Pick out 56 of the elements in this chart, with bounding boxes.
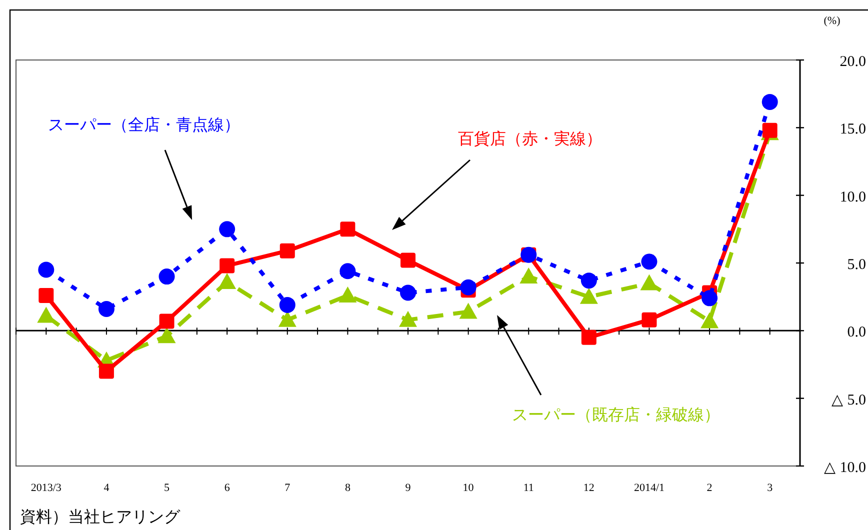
point bbox=[218, 272, 236, 289]
point bbox=[580, 288, 598, 304]
point bbox=[400, 284, 416, 301]
point bbox=[762, 94, 778, 110]
point bbox=[278, 310, 296, 327]
point bbox=[98, 301, 114, 318]
text: スーパー（全店・青点線） bbox=[48, 116, 240, 134]
x-tick-label: 9 bbox=[405, 482, 412, 494]
point bbox=[280, 243, 295, 258]
x-tick-label: 10 bbox=[462, 482, 474, 494]
y-tick-label: △ 5.0 bbox=[832, 392, 866, 408]
text: 資料）当社ヒアリング bbox=[20, 508, 181, 526]
point bbox=[459, 302, 478, 319]
y-tick-label: 0.0 bbox=[847, 324, 866, 341]
point bbox=[338, 286, 357, 302]
point bbox=[702, 290, 718, 306]
point bbox=[700, 312, 719, 328]
x-tick-label: 2 bbox=[706, 482, 712, 494]
x-tick-label: 2013/3 bbox=[30, 482, 62, 494]
x-tick-label: 8 bbox=[344, 482, 351, 494]
point bbox=[158, 268, 175, 285]
point bbox=[400, 252, 416, 268]
point bbox=[399, 310, 417, 327]
point bbox=[580, 272, 597, 289]
point bbox=[219, 221, 236, 238]
point bbox=[158, 327, 176, 344]
point bbox=[642, 312, 657, 328]
point bbox=[38, 288, 54, 303]
point bbox=[220, 258, 235, 274]
point bbox=[38, 262, 54, 278]
y-tick-label: 10.0 bbox=[840, 189, 866, 206]
x-tick-label: 2014/1 bbox=[634, 482, 665, 494]
text: 百貨店（赤・実線） bbox=[458, 130, 602, 148]
x-tick-label: 12 bbox=[583, 482, 594, 494]
point bbox=[279, 296, 296, 313]
point bbox=[640, 274, 658, 290]
point bbox=[581, 330, 596, 345]
y-tick-label: 20.0 bbox=[840, 54, 866, 70]
text: スーパー（既存店・緑破線） bbox=[512, 406, 720, 424]
x-tick-label: 11 bbox=[523, 482, 534, 494]
y-tick-label: △ 10.0 bbox=[824, 460, 866, 476]
x-tick-label: 6 bbox=[224, 482, 230, 494]
point bbox=[520, 268, 538, 284]
point bbox=[460, 279, 476, 296]
y-tick-label: 5.0 bbox=[847, 257, 866, 273]
point bbox=[98, 364, 114, 379]
x-tick-label: 7 bbox=[284, 482, 291, 494]
point bbox=[641, 254, 658, 270]
y-axis-title: (%) bbox=[824, 15, 841, 27]
x-tick-label: 3 bbox=[767, 482, 774, 494]
y-tick-label: 15.0 bbox=[840, 122, 866, 138]
point bbox=[340, 222, 356, 237]
x-tick-label: 4 bbox=[104, 482, 110, 494]
point bbox=[340, 263, 356, 280]
x-tick-label: 5 bbox=[164, 482, 170, 494]
point bbox=[159, 314, 174, 329]
